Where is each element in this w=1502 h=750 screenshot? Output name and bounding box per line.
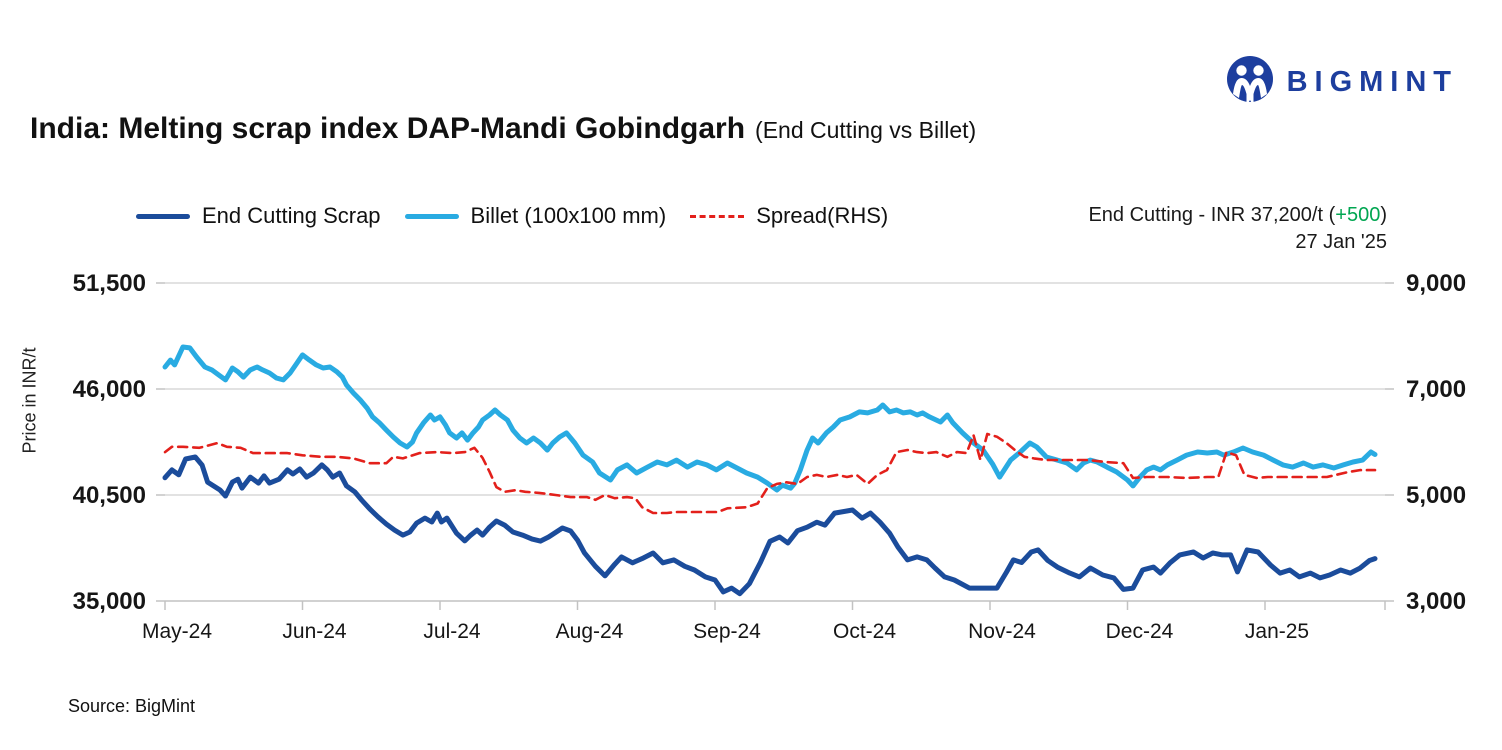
annotation-price-line: End Cutting - INR 37,200/t (+500) (1088, 204, 1387, 226)
billet-line-swatch (404, 213, 459, 219)
price-annotation: End Cutting - INR 37,200/t (+500) 27 Jan… (1088, 202, 1387, 256)
bigmint-logo-icon (1226, 56, 1273, 106)
y-axis-label-right: 5,000 (1406, 482, 1466, 509)
x-axis-label: Dec-24 (1106, 620, 1174, 643)
y-axis-label-left: 35,000 (73, 588, 146, 615)
legend-label: Billet (100x100 mm) (470, 203, 667, 228)
page-title: India: Melting scrap index DAP-Mandi Gob… (30, 112, 976, 146)
y-axis-label-right: 7,000 (1406, 376, 1466, 403)
y-axis-label-right: 9,000 (1406, 270, 1466, 297)
x-axis-label: Oct-24 (833, 620, 896, 643)
legend-item-spread: Spread(RHS) (690, 203, 888, 229)
source-note: Source: BigMint (68, 696, 196, 716)
title-main: India: Melting scrap index DAP-Mandi Gob… (30, 112, 746, 145)
end-cutting-line-swatch (136, 213, 190, 219)
y-axis-label-left: 51,500 (73, 270, 146, 297)
x-axis-label: Aug-24 (556, 620, 624, 643)
price-change-positive: +500 (1335, 204, 1381, 226)
x-axis-label: May-24 (142, 620, 212, 643)
end-cutting-line (162, 454, 1378, 597)
legend-label: Spread(RHS) (756, 203, 889, 228)
annotation-date: 27 Jan '25 (1295, 231, 1387, 253)
chart-legend: End Cutting Scrap Billet (100x100 mm) Sp… (136, 203, 888, 229)
bigmint-logo-text: BIGMINT (1286, 65, 1458, 98)
spread-line (163, 432, 1377, 515)
y-axis-label-right: 3,000 (1406, 588, 1466, 615)
x-axis-label: Sep-24 (693, 620, 761, 643)
legend-item-end-cutting: End Cutting Scrap (136, 203, 381, 229)
bigmint-logo: BIGMINT (1225, 54, 1458, 110)
x-axis-label: Jul-24 (423, 620, 481, 643)
legend-label: End Cutting Scrap (202, 203, 381, 228)
x-axis-label: Jan-25 (1245, 620, 1309, 643)
spread-line-swatch (690, 214, 745, 218)
legend-item-billet: Billet (100x100 mm) (404, 203, 667, 229)
title-suffix: (End Cutting vs Billet) (755, 117, 977, 143)
x-axis-label: Nov-24 (968, 620, 1036, 643)
billet-line (162, 344, 1378, 493)
y-axis-label-left: 46,000 (73, 376, 146, 403)
x-axis-label: Jun-24 (282, 620, 347, 643)
y-axis-label-left: 40,500 (73, 482, 146, 509)
